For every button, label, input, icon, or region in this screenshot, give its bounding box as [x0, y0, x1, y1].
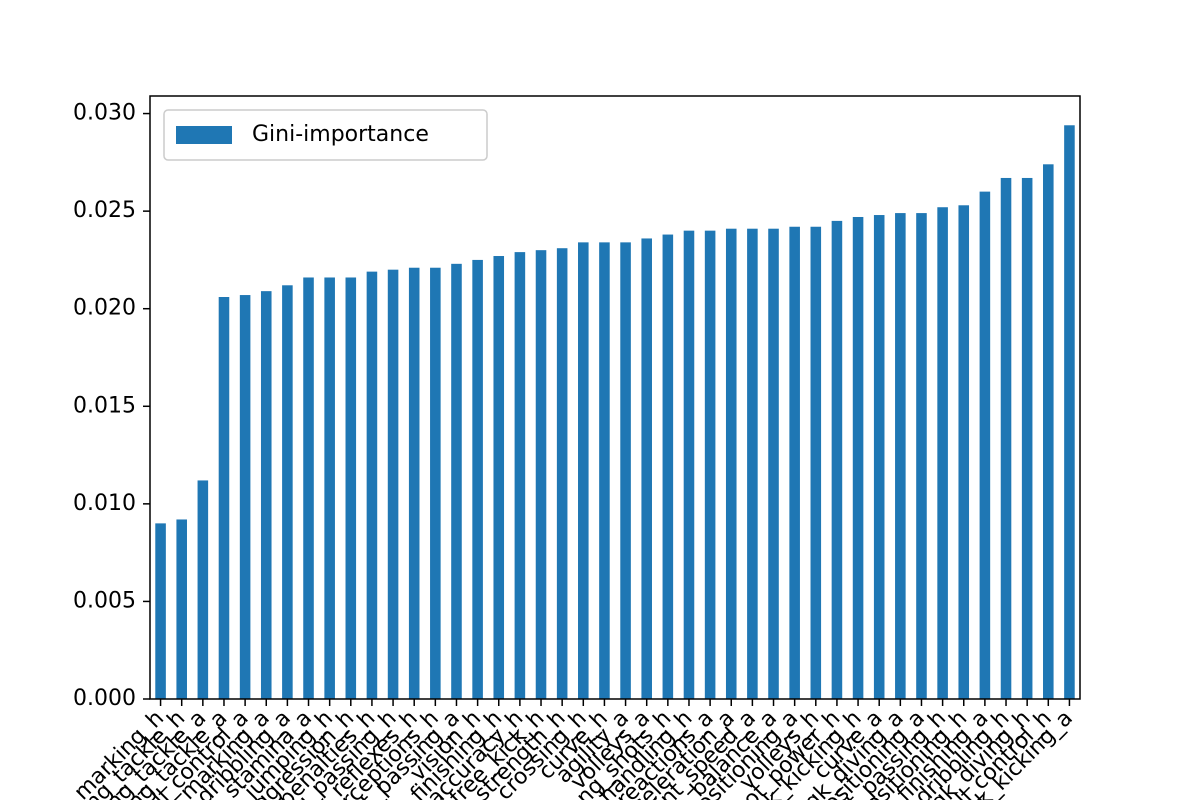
- bar: [916, 213, 927, 699]
- bar: [789, 226, 800, 700]
- bar: [303, 277, 314, 699]
- bar: [768, 228, 779, 699]
- bar: [197, 480, 209, 699]
- bar: [218, 297, 230, 699]
- bar: [873, 215, 885, 700]
- legend-label: Gini-importance: [252, 122, 429, 147]
- bar: [239, 295, 251, 699]
- bar: [345, 277, 357, 699]
- bar: [683, 230, 695, 699]
- y-tick-label: 0.030: [73, 101, 136, 126]
- bar: [282, 285, 293, 699]
- bar: [155, 523, 166, 699]
- bar: [810, 226, 822, 700]
- bar: [514, 252, 526, 699]
- y-tick-label: 0.015: [73, 393, 136, 418]
- bar: [366, 271, 378, 699]
- bar: [831, 220, 843, 700]
- bar: [662, 234, 674, 699]
- bar: [704, 230, 716, 699]
- bar: [556, 248, 568, 699]
- legend-box: [163, 109, 488, 161]
- bar: [430, 267, 441, 699]
- bar: [895, 213, 906, 699]
- bar: [620, 242, 631, 699]
- axes-frame: [149, 95, 1081, 700]
- bar: [599, 242, 610, 699]
- bar: [408, 267, 420, 699]
- bar: [451, 263, 462, 699]
- y-tick-label: 0.025: [73, 198, 136, 223]
- bar: [747, 228, 758, 699]
- bar: [1043, 164, 1054, 699]
- y-tick-label: 0.005: [73, 588, 136, 613]
- bar: [176, 519, 187, 699]
- bar: [387, 269, 399, 699]
- bar: [324, 277, 335, 699]
- bar: [493, 256, 505, 699]
- bar: [958, 205, 970, 699]
- bar: [578, 242, 589, 699]
- y-tick-label: 0.000: [73, 686, 136, 711]
- bar: [260, 291, 272, 699]
- bar: [937, 207, 948, 699]
- bar: [472, 259, 483, 699]
- y-tick-label: 0.020: [73, 296, 136, 321]
- bar: [979, 191, 991, 700]
- legend-swatch: [176, 126, 232, 144]
- bar: [1064, 125, 1075, 699]
- bar: [725, 228, 737, 699]
- bar: [641, 238, 652, 700]
- bar: [535, 250, 547, 700]
- y-tick-label: 0.010: [73, 491, 136, 516]
- bar: [852, 216, 864, 699]
- bar: [1021, 177, 1033, 699]
- bar: [1000, 177, 1012, 699]
